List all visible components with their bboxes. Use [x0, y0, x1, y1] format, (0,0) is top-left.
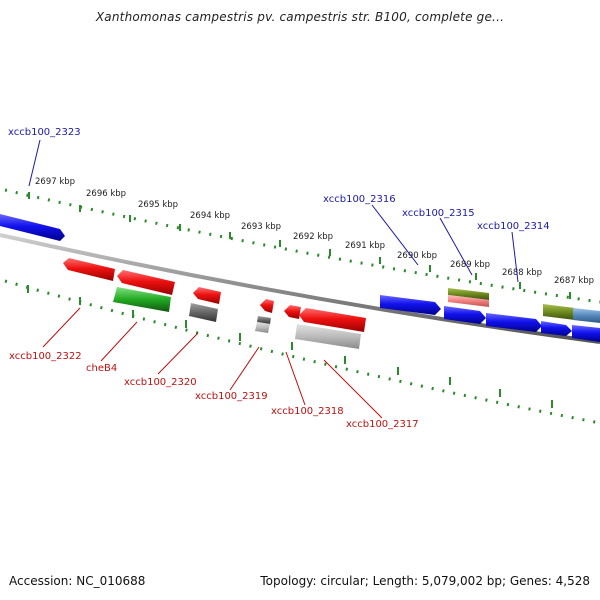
tick-label: 2693 kbp — [241, 222, 281, 232]
forward-genes — [0, 214, 600, 342]
reverse-genes — [63, 258, 366, 349]
upper-scale-ruler — [4, 188, 600, 304]
gene-xccb100_2319-dark[interactable] — [257, 316, 271, 324]
gene-label-xccb100_2319[interactable]: xccb100_2319 — [195, 391, 268, 402]
gene-xccb100_2319-light[interactable] — [255, 322, 270, 333]
gene-red-4[interactable] — [260, 299, 274, 313]
gene-label-xccb100_2320[interactable]: xccb100_2320 — [124, 377, 197, 388]
tick-label: 2689 kbp — [450, 260, 490, 270]
upper-major-ticks — [28, 192, 571, 299]
gene-xccb100_2315-pink[interactable] — [448, 295, 489, 307]
gene-red-3[interactable] — [193, 287, 221, 304]
gene-label-xccb100_2322[interactable]: xccb100_2322 — [9, 351, 82, 362]
gene-label-xccb100_2314[interactable]: xccb100_2314 — [477, 221, 550, 232]
gene-forward-2[interactable] — [444, 306, 486, 324]
tick-label: 2696 kbp — [86, 189, 126, 199]
genome-backbone — [0, 233, 600, 344]
genome-summary-text: Topology: circular; Length: 5,079,002 bp… — [260, 574, 590, 588]
gene-xccb100_2320[interactable] — [189, 303, 218, 322]
gene-xccb100_2322[interactable] — [63, 258, 115, 281]
tick-label: 2688 kbp — [502, 268, 542, 278]
tick-label: 2687 kbp — [554, 276, 594, 286]
gene-olive-right[interactable] — [543, 304, 575, 320]
tick-label: 2690 kbp — [397, 251, 437, 261]
gene-label-xccb100_2315[interactable]: xccb100_2315 — [402, 208, 475, 219]
tick-label: 2694 kbp — [190, 211, 230, 221]
gene-label-xccb100_2323[interactable]: xccb100_2323 — [8, 127, 81, 138]
gene-xccb100_2318[interactable] — [284, 305, 301, 319]
gene-xccb100_2316[interactable] — [380, 295, 441, 315]
forward-leader-lines — [28, 139, 519, 283]
page-title: Xanthomonas campestris pv. campestris st… — [95, 10, 505, 24]
tick-label: 2692 kbp — [293, 232, 333, 242]
gene-label-xccb100_2316[interactable]: xccb100_2316 — [323, 194, 396, 205]
gene-forward-3[interactable] — [486, 313, 542, 332]
gene-forward-5[interactable] — [572, 325, 600, 342]
gene-xccb100_2314[interactable] — [573, 308, 600, 323]
tick-label: 2695 kbp — [138, 200, 178, 210]
lower-scale-ruler — [4, 279, 600, 425]
gene-label-xccb100_2318[interactable]: xccb100_2318 — [271, 406, 344, 417]
gene-red-2[interactable] — [117, 270, 175, 295]
gene-label-xccb100_2317[interactable]: xccb100_2317 — [346, 419, 419, 430]
gene-light-gray[interactable] — [295, 324, 361, 349]
reverse-leader-lines — [42, 307, 383, 419]
gene-xccb100_2323[interactable] — [0, 214, 65, 241]
gene-xccb100_2315-olive[interactable] — [448, 288, 489, 300]
tick-label: 2691 kbp — [345, 241, 385, 251]
gene-xccb100_2317[interactable] — [299, 308, 366, 332]
tick-label: 2697 kbp — [35, 177, 75, 187]
accession-text: Accession: NC_010688 — [9, 574, 146, 588]
gene-cheB4[interactable] — [113, 287, 171, 312]
gene-label-cheB4[interactable]: cheB4 — [86, 363, 117, 374]
lower-major-ticks — [27, 285, 553, 408]
gene-forward-4[interactable] — [541, 321, 572, 336]
